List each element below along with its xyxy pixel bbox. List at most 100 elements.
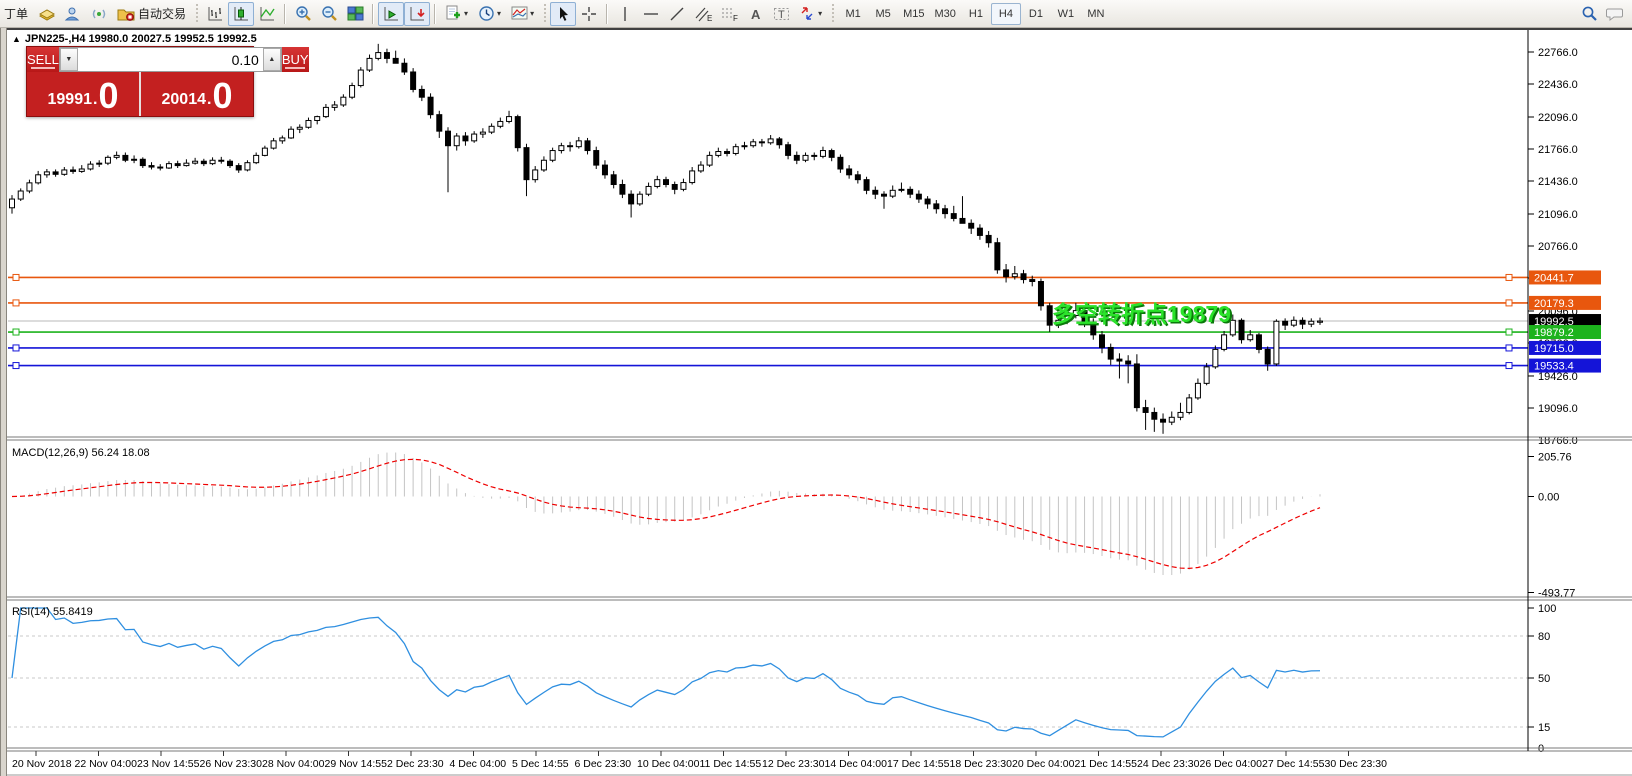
volume-box: ▼ ▲ [58, 47, 282, 72]
sell-button[interactable]: SELL [27, 47, 59, 72]
chat-button[interactable] [1602, 2, 1628, 26]
line-chart-icon [260, 6, 275, 20]
svg-text:22096.0: 22096.0 [1538, 112, 1578, 124]
timeframe-m15[interactable]: M15 [903, 7, 925, 20]
chart-title: ▲ JPN225-,H4 19980.0 20027.5 19952.5 1999… [12, 33, 257, 45]
volume-decrease-button[interactable]: ▼ [59, 48, 78, 71]
bar-chart-icon [208, 6, 223, 20]
buy-button[interactable]: BUY [281, 47, 309, 72]
svg-text:20179.3: 20179.3 [1534, 298, 1574, 310]
line-chart-mode-button[interactable] [254, 2, 280, 26]
trendline-icon [670, 7, 684, 20]
svg-text:21436.0: 21436.0 [1538, 176, 1578, 188]
svg-text:4 Dec 04:00: 4 Dec 04:00 [450, 758, 507, 770]
auto-scroll-button[interactable] [378, 1, 405, 26]
price-tags: 20441.720179.319992.519879.219715.019533… [1529, 270, 1601, 373]
svg-text:27 Dec 14:55: 27 Dec 14:55 [1262, 758, 1325, 770]
candlestick-mode-button[interactable] [228, 1, 255, 26]
timeframe-m1[interactable]: M1 [845, 7, 861, 20]
horizontal-line-tool-button[interactable] [638, 2, 664, 26]
svg-text:12 Dec 23:30: 12 Dec 23:30 [762, 758, 825, 770]
bar-chart-mode-button[interactable] [202, 2, 228, 26]
market-watch-button[interactable] [34, 2, 60, 26]
toolbar-drag-handle[interactable] [830, 3, 836, 24]
period-button[interactable]: ▾ [473, 2, 506, 26]
timeframe-h1[interactable]: H1 [968, 7, 983, 20]
chart-annotation[interactable]: 多空转折点19879 [1052, 301, 1231, 327]
candlesticks [9, 43, 1323, 434]
svg-text:18766.0: 18766.0 [1538, 435, 1578, 447]
sell-price-dot: . [93, 91, 98, 108]
timeframe-m5[interactable]: M5 [875, 7, 891, 20]
search-button[interactable] [1576, 2, 1602, 26]
svg-text:T: T [778, 9, 785, 21]
timeframe-h4[interactable]: H4 [990, 2, 1021, 25]
svg-text:50: 50 [1538, 673, 1550, 685]
timeframe-w1[interactable]: W1 [1057, 7, 1075, 20]
signals-button[interactable] [86, 2, 112, 26]
rsi-line [11, 607, 1321, 738]
volume-input[interactable] [77, 48, 263, 71]
vertical-line-tool-button[interactable] [612, 2, 638, 26]
svg-text:26 Nov 23:30: 26 Nov 23:30 [200, 758, 263, 770]
svg-text:22 Nov 04:00: 22 Nov 04:00 [75, 758, 138, 770]
tile-windows-button[interactable] [342, 2, 368, 26]
sell-price-big-digit: 0 [98, 75, 119, 116]
auto-scroll-icon [384, 6, 399, 20]
timeframe-mn[interactable]: MN [1087, 7, 1105, 20]
timeframe-m30[interactable]: M30 [934, 7, 956, 20]
arrows-tool-button[interactable]: ▾ [794, 2, 827, 26]
cursor-tool-button[interactable] [550, 1, 577, 26]
crosshair-icon [582, 6, 597, 21]
buy-price[interactable]: 20014. 0 [139, 72, 253, 116]
svg-text:100: 100 [1538, 603, 1556, 615]
svg-text:5 Dec 14:55: 5 Dec 14:55 [512, 758, 569, 770]
volume-increase-button[interactable]: ▲ [262, 48, 281, 71]
order-label: 丁单 [4, 7, 29, 21]
vertical-line-icon [624, 6, 626, 21]
svg-text:0.00: 0.00 [1538, 492, 1559, 504]
svg-text:11 Dec 14:55: 11 Dec 14:55 [700, 758, 762, 770]
channel-tool-button[interactable]: E [690, 2, 716, 26]
svg-text:19879.2: 19879.2 [1534, 327, 1574, 339]
user-icon [64, 7, 80, 20]
chevron-down-icon: ▾ [464, 9, 469, 18]
annotation-shadow: 多空转折点19879 [1054, 303, 1233, 329]
svg-text:205.76: 205.76 [1538, 452, 1572, 464]
sell-price[interactable]: 19991. 0 [27, 72, 139, 116]
zoom-out-button[interactable] [316, 2, 342, 26]
trendline-tool-button[interactable] [664, 2, 690, 26]
channel-icon: E [695, 7, 712, 22]
toolbar-drag-handle[interactable] [194, 3, 200, 24]
svg-text:0: 0 [1538, 743, 1544, 755]
svg-text:22436.0: 22436.0 [1538, 79, 1578, 91]
toolbar-separator [434, 3, 437, 24]
template-button[interactable]: ▾ [506, 2, 539, 26]
zoom-in-button[interactable] [290, 2, 316, 26]
fibonacci-tool-button[interactable]: F [716, 2, 742, 26]
timeframe-d1[interactable]: D1 [1028, 7, 1043, 20]
time-axis: 20 Nov 2018 22 Nov 04:00 23 Nov 14:55 26 No… [12, 751, 1387, 770]
text-tool-button[interactable]: A [742, 2, 768, 26]
svg-text:20 Dec 04:00: 20 Dec 04:00 [1012, 758, 1075, 770]
toolbar-drag-handle[interactable] [542, 3, 548, 24]
accounts-button[interactable] [60, 2, 86, 26]
chart-shift-button[interactable] [404, 1, 431, 26]
text-label-tool-button[interactable]: T [768, 2, 794, 26]
autotrade-button[interactable]: 自动交易 [112, 2, 191, 26]
toolbar-separator [372, 3, 375, 24]
collapse-marker-icon[interactable]: ▲ [12, 34, 21, 44]
autotrade-label: 自动交易 [138, 7, 187, 21]
svg-text:28 Nov 04:00: 28 Nov 04:00 [262, 758, 325, 770]
svg-text:20766.0: 20766.0 [1538, 241, 1578, 253]
new-order-button[interactable]: ▾ [440, 2, 473, 26]
search-icon [1582, 6, 1597, 21]
chevron-down-icon: ▾ [497, 9, 502, 18]
chat-bubble-icon [1606, 8, 1623, 21]
svg-text:29 Nov 14:55: 29 Nov 14:55 [325, 758, 388, 770]
text-label-icon: T [773, 7, 789, 21]
crosshair-tool-button[interactable] [576, 2, 602, 26]
panel-borders [0, 30, 1632, 776]
toolbar-separator [606, 3, 609, 24]
